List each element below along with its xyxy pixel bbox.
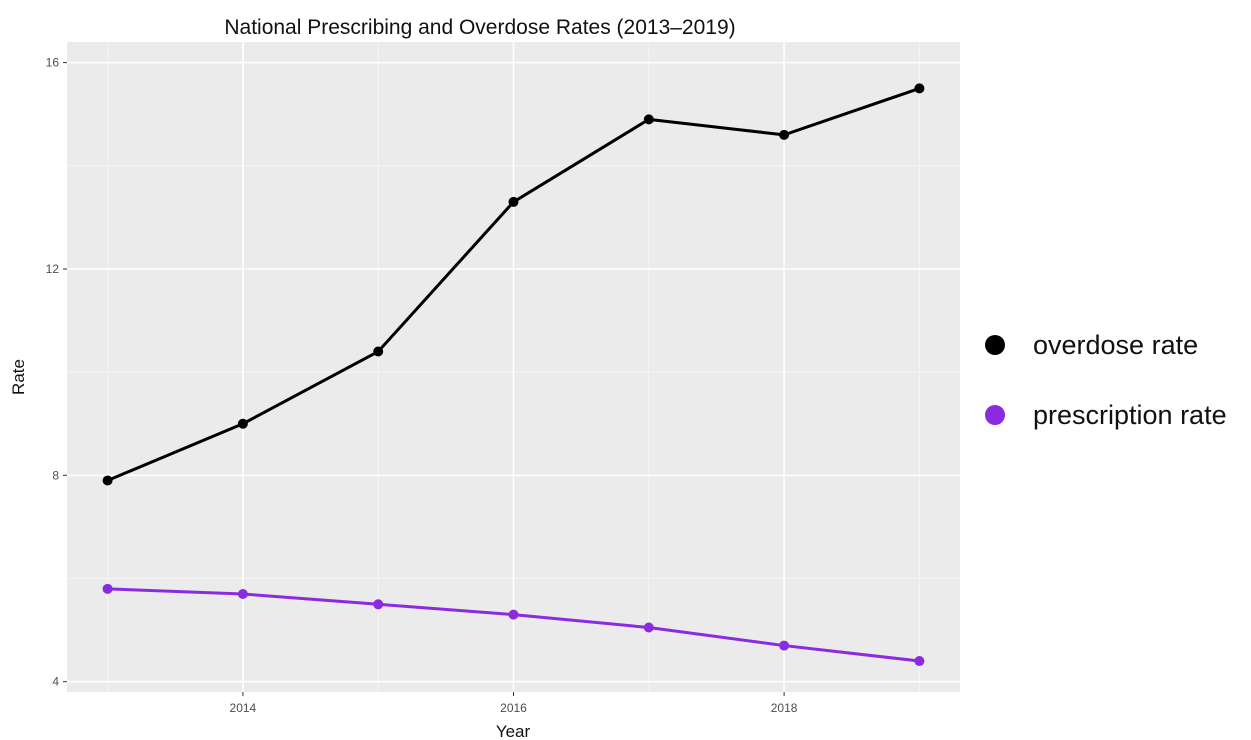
chart-title: National Prescribing and Overdose Rates … xyxy=(224,16,735,39)
series-layer xyxy=(102,83,925,667)
overdose-rate-legend-label: overdose rate xyxy=(1033,330,1198,360)
y-tick-label: 16 xyxy=(46,56,60,70)
overdose-rate-point xyxy=(237,418,248,429)
overdose-rate-point xyxy=(643,114,654,125)
overdose-rate-legend-key xyxy=(985,335,1005,355)
major-gridlines xyxy=(67,42,960,692)
y-tick-label: 4 xyxy=(52,675,59,689)
overdose-rate-point xyxy=(373,346,384,357)
overdose-rate-point xyxy=(779,129,790,140)
prescription-rate-legend-key xyxy=(985,405,1005,425)
prescription-rate-point xyxy=(643,622,654,633)
prescription-rate-point xyxy=(373,599,384,610)
x-tick-label: 2016 xyxy=(500,701,527,715)
x-tick-label: 2018 xyxy=(771,701,798,715)
overdose-rate-point xyxy=(102,475,113,486)
y-axis-title: Rate xyxy=(9,359,28,395)
prescription-rate-point xyxy=(237,588,248,599)
prescription-rate-point xyxy=(779,640,790,651)
legend: overdose rate prescription rate xyxy=(985,330,1227,430)
x-axis-title: Year xyxy=(496,722,531,740)
prescription-rate-point xyxy=(102,583,113,594)
prescription-rate-point xyxy=(914,656,925,667)
prescription-rate-legend-label: prescription rate xyxy=(1033,400,1227,430)
overdose-rate-point xyxy=(508,196,519,207)
prescription-rate-point xyxy=(508,609,519,620)
overdose-rate-point xyxy=(914,83,925,94)
x-tick-label: 2014 xyxy=(230,701,257,715)
y-tick-label: 12 xyxy=(46,262,60,276)
y-tick-label: 8 xyxy=(52,468,59,482)
axes: 2014 2016 2018 4 8 12 16 xyxy=(46,56,798,715)
